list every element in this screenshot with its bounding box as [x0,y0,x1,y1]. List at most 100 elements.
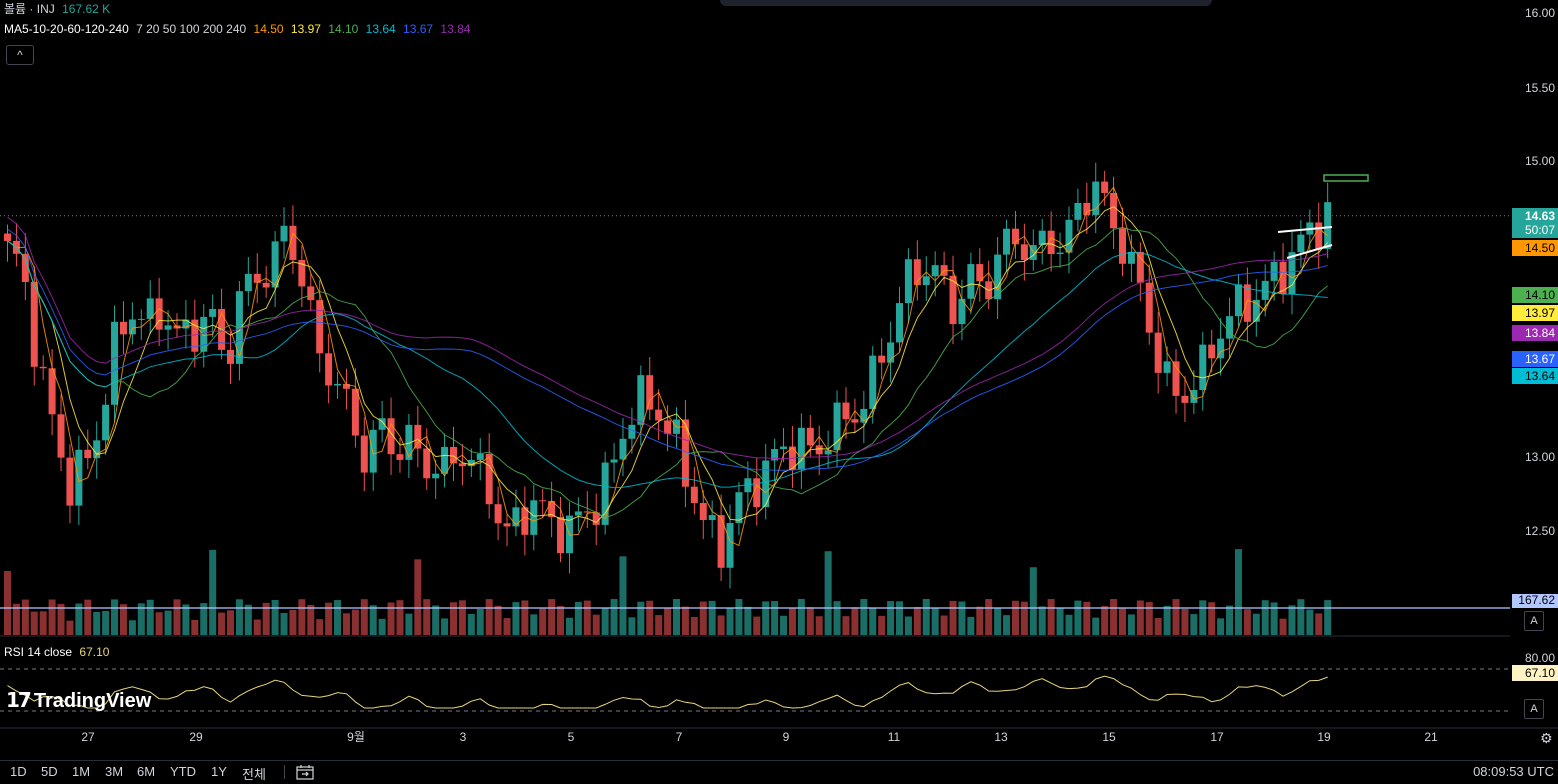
volume-bar [30,611,38,635]
volume-bar [539,608,547,635]
candle-body [200,316,208,352]
auto-scale-label: A [1530,615,1538,627]
candle-body [896,303,903,343]
trend-line-upper [1277,226,1333,233]
candle-body [637,375,645,425]
volume-bar [1234,549,1242,635]
candle-body [66,457,74,506]
range-1m-button[interactable]: 1M [72,764,91,779]
volume-bar [1029,567,1037,635]
time-axis-label: 29 [189,730,203,744]
volume-bar [922,599,930,635]
settings-gear-icon[interactable]: ⚙ [1540,730,1553,746]
trend-line-lower [1286,244,1333,259]
candle-body [994,254,1002,300]
auto-scale-button-main[interactable]: A [1524,611,1544,631]
range-1y-button[interactable]: 1Y [211,764,227,779]
volume-bar [521,600,529,635]
volume-bar [530,614,538,635]
volume-bar [1199,600,1207,635]
volume-legend-value: 167.62 K [62,2,111,16]
candle-body [967,264,975,299]
candle-body [833,402,841,451]
volume-bar [369,605,377,635]
range-3m-button[interactable]: 3M [105,764,124,779]
volume-bar [342,613,350,635]
volume-bar [557,606,565,635]
volume-badge-bg [1512,594,1558,608]
ma-badge-4: 13.84 [1525,326,1555,340]
volume-bar [1136,600,1144,635]
candle-body [1243,284,1251,322]
ma-legend[interactable]: MA5-10-20-60-120-240 7 20 50 100 200 240… [4,22,474,36]
time-axis-label: 27 [81,730,95,744]
volume-bar [574,601,582,635]
volume-bar [66,620,74,635]
volume-bar [12,603,20,635]
candle-body [1234,284,1242,317]
volume-bar [1252,613,1260,635]
collapse-legend-button[interactable]: ^ [6,45,34,65]
candle-body [396,454,404,460]
volume-bar [289,609,297,635]
candle-body [708,515,716,521]
volume-bar [1306,609,1314,635]
candle-body [414,424,422,449]
candle-body [360,435,368,473]
range-6m-button[interactable]: 6M [137,764,156,779]
range-1d-button[interactable]: 1D [10,764,27,779]
volume-bar [432,605,440,635]
candle-body [155,298,163,330]
volume-bar [512,602,520,635]
volume-bar [1011,600,1019,635]
volume-bar [771,601,779,635]
candle-body [75,449,83,506]
candle-body [1056,252,1064,255]
candle-body [655,409,663,421]
utc-clock[interactable]: 08:09:53 UTC [1473,764,1554,779]
time-axis-label: 3 [460,730,467,744]
candle-body [21,253,29,282]
candle-body [512,507,520,527]
candle-body [1315,222,1323,249]
volume-bar [1101,606,1109,635]
price-chart[interactable]: 16.0015.5015.0013.0012.5013.5014.6350:07… [0,0,1558,760]
tradingview-logo[interactable]: 17 TradingView [6,688,151,713]
ma-line-240 [7,216,1328,459]
candle-body [521,507,529,535]
candle-body [557,517,565,554]
auto-scale-label: A [1530,703,1538,715]
volume-bar [619,556,627,635]
candle-body [628,424,636,439]
volume-bar [316,619,324,635]
ma-badge-3-bg [1512,305,1558,321]
candle-body [1154,332,1162,373]
volume-bar [21,599,29,635]
ma-badge-6-bg [1512,368,1558,384]
volume-bar [200,603,208,635]
range-all-button[interactable]: 전체 [242,767,266,782]
volume-bar [146,599,154,635]
volume-bar [1083,601,1091,635]
candle-body [744,478,752,493]
volume-bar [1261,600,1269,635]
volume-bar [762,601,770,635]
auto-scale-button-rsi[interactable]: A [1524,699,1544,719]
ma-badge-3: 13.97 [1525,306,1555,320]
candle-body [262,282,270,288]
rsi-line [7,675,1328,709]
price-axis-tick: 15.50 [1525,81,1555,95]
volume-bar [726,607,734,635]
candle-body [869,355,877,409]
candle-body [690,486,698,504]
ma-value-6: 13.84 [440,22,471,36]
volume-bar [896,601,903,635]
time-axis-label: 13 [994,730,1008,744]
calendar-goto-icon[interactable] [296,764,314,780]
range-ytd-button[interactable]: YTD [170,764,196,779]
price-axis-tick: 16.00 [1525,6,1555,20]
candle-body [780,446,788,450]
ma-line-20 [7,206,1329,523]
volume-bar [940,615,948,635]
range-5d-button[interactable]: 5D [41,764,58,779]
